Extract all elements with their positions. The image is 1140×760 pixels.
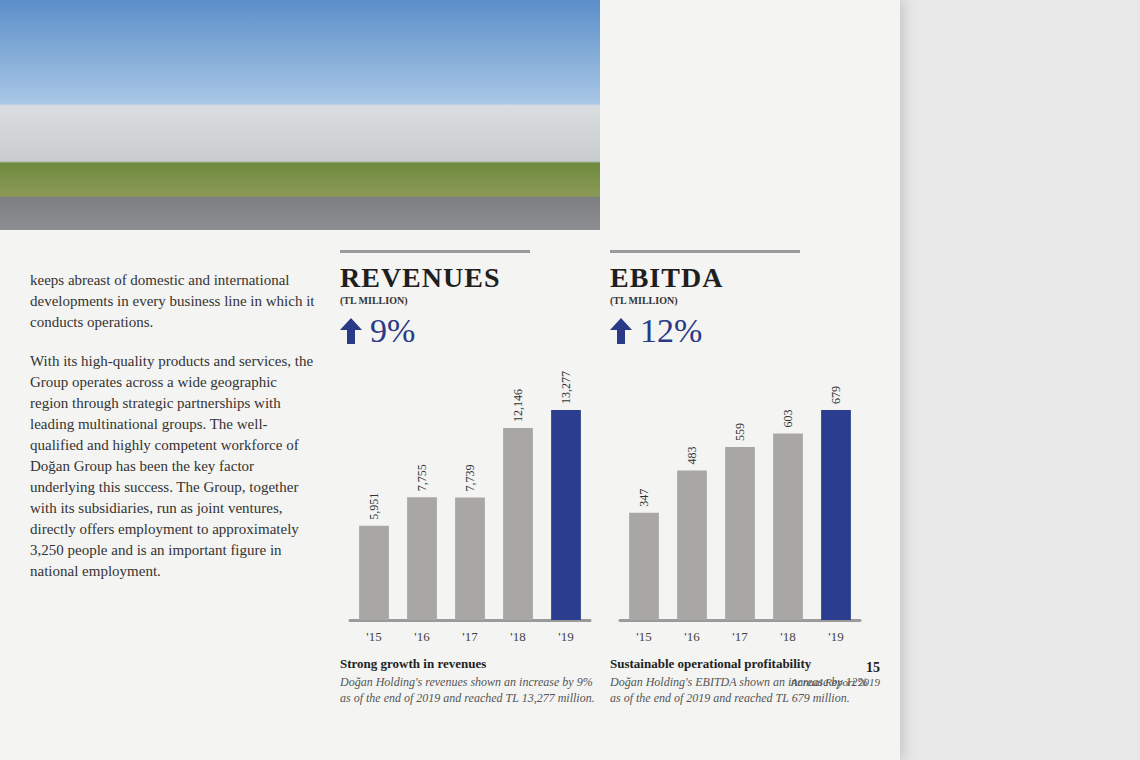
html-text:9%: 9% bbox=[370, 312, 416, 349]
svg-text:'17: '17 bbox=[732, 629, 748, 644]
svg-text:7,739: 7,739 bbox=[463, 465, 477, 492]
svg-text:'18: '18 bbox=[780, 629, 795, 644]
html-text:With its high-quality products: With its high-quality products and servi… bbox=[30, 353, 314, 579]
html-text:(TL MILLION): (TL MILLION) bbox=[610, 295, 678, 306]
svg-text:'16: '16 bbox=[684, 629, 700, 644]
svg-text:'15: '15 bbox=[366, 629, 381, 644]
svg-text:5,951: 5,951 bbox=[367, 493, 381, 520]
svg-text:483: 483 bbox=[685, 447, 699, 465]
html-text:Sustainable operational profit: Sustainable operational profitability bbox=[610, 656, 812, 671]
html-text:Doğan Holding's EBITDA shown a: Doğan Holding's EBITDA shown an increase… bbox=[610, 675, 868, 705]
html-text:keeps abreast of domestic and: keeps abreast of domestic and internatio… bbox=[30, 272, 315, 330]
svg-text:347: 347 bbox=[637, 489, 651, 507]
html-text:Doğan Holding's revenues shown: Doğan Holding's revenues shown an increa… bbox=[340, 675, 595, 705]
html-text:EBITDA: EBITDA bbox=[610, 262, 724, 293]
svg-text:'15: '15 bbox=[636, 629, 651, 644]
html-text:15: 15 bbox=[866, 660, 880, 675]
svg-text:13,277: 13,277 bbox=[559, 371, 573, 404]
html-text:12%: 12% bbox=[640, 312, 703, 349]
svg-text:'17: '17 bbox=[462, 629, 478, 644]
svg-text:'19: '19 bbox=[558, 629, 573, 644]
svg-text:'19: '19 bbox=[828, 629, 843, 644]
html-text:REVENUES: REVENUES bbox=[340, 262, 501, 293]
svg-text:7,755: 7,755 bbox=[415, 464, 429, 491]
html-text:Annual Report 2019: Annual Report 2019 bbox=[790, 676, 880, 688]
svg-text:603: 603 bbox=[781, 410, 795, 428]
svg-text:12,146: 12,146 bbox=[511, 389, 525, 422]
svg-text:559: 559 bbox=[733, 423, 747, 441]
svg-text:679: 679 bbox=[829, 386, 843, 404]
html-text:Strong growth in revenues: Strong growth in revenues bbox=[340, 656, 487, 671]
svg-text:'16: '16 bbox=[414, 629, 430, 644]
svg-text:'18: '18 bbox=[510, 629, 525, 644]
html-text:(TL MILLION): (TL MILLION) bbox=[340, 295, 408, 306]
